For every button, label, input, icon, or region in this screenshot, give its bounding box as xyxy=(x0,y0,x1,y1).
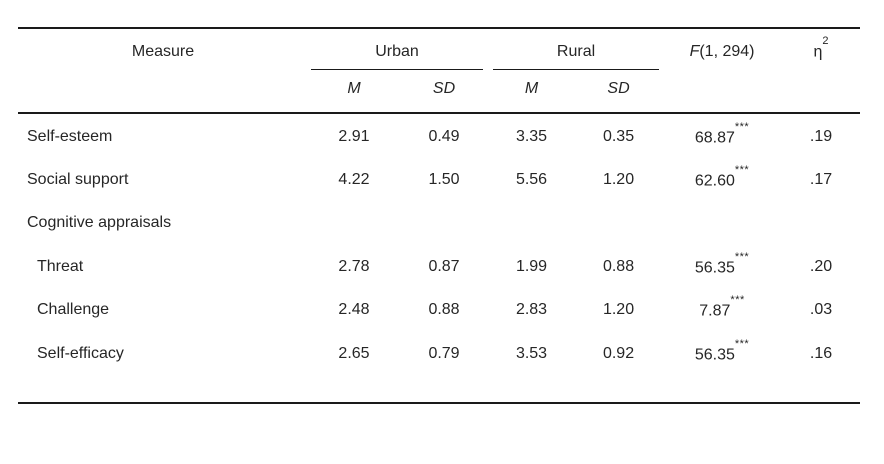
stat-header-row: M SD M SD xyxy=(18,70,861,114)
eta-squared-cell: .16 xyxy=(809,344,833,362)
rural-spanner-rule: Rural xyxy=(493,43,660,70)
urban-mean-cell: 2.78 xyxy=(338,257,370,275)
row-label: Cognitive appraisals xyxy=(27,214,172,232)
eta-squared-cell: .03 xyxy=(809,301,833,319)
table-row: Social support 4.22 1.50 5.56 1.20 62.60… xyxy=(18,157,860,201)
rural-sd-cell: 0.88 xyxy=(602,257,635,275)
header-eta-spacer xyxy=(782,70,861,114)
urban-spanner-rule: Urban xyxy=(311,43,484,70)
f-cell xyxy=(662,200,782,244)
header-rural: Rural xyxy=(488,29,662,70)
rural-mean-cell: 3.35 xyxy=(515,127,548,145)
header-eta-squared: η2 xyxy=(782,29,860,70)
eta-squared-cell: .19 xyxy=(809,127,833,145)
table-row: Challenge 2.48 0.88 2.83 1.20 7.87*** .0… xyxy=(18,287,860,331)
rural-sd-cell: 1.20 xyxy=(602,301,635,319)
header-measure-spacer xyxy=(18,70,308,114)
f-value: 56.35 xyxy=(694,258,735,276)
urban-mean-cell: 4.22 xyxy=(338,170,370,188)
rural-sd-cell: 0.92 xyxy=(602,344,635,362)
urban-sd-cell: 1.50 xyxy=(428,170,460,188)
significance-stars: *** xyxy=(734,163,750,176)
rural-mean-cell: 5.56 xyxy=(515,170,548,188)
results-table-container: Measure Urban Rural F(1, 294) η2 M SD xyxy=(18,27,861,404)
header-urban: Urban xyxy=(308,29,488,70)
rural-sd-cell xyxy=(575,200,662,244)
rural-mean-cell xyxy=(488,200,575,244)
header-f-stat: F(1, 294) xyxy=(662,29,782,70)
header-rural-mean: M xyxy=(488,70,576,114)
rural-mean-cell: 2.83 xyxy=(515,301,548,319)
rural-mean-cell: 1.99 xyxy=(515,257,548,275)
rural-sd-cell: 0.35 xyxy=(602,127,635,145)
eta-symbol: η xyxy=(813,43,823,60)
significance-stars: *** xyxy=(730,294,745,307)
eta-squared-cell: .20 xyxy=(809,257,833,275)
f-cell: 7.87*** xyxy=(662,287,782,331)
f-cell: 56.35*** xyxy=(662,244,782,288)
table-body: Self-esteem 2.91 0.49 3.35 0.35 68.87***… xyxy=(18,113,860,374)
f-value: 68.87 xyxy=(694,128,735,146)
header-measure: Measure xyxy=(131,43,195,60)
table-row: Cognitive appraisals xyxy=(18,200,860,244)
row-label: Challenge xyxy=(37,301,110,319)
urban-mean-cell: 2.65 xyxy=(338,344,370,362)
rural-sd-cell: 1.20 xyxy=(602,170,635,188)
header-urban-sd: SD xyxy=(400,70,489,114)
f-cell: 56.35*** xyxy=(662,331,782,375)
row-label: Self-esteem xyxy=(27,127,113,145)
f-stat-df: (1, 294) xyxy=(699,43,755,60)
header-f-spacer xyxy=(662,70,783,114)
row-label: Self-efficacy xyxy=(37,344,124,362)
table-row: Self-esteem 2.91 0.49 3.35 0.35 68.87***… xyxy=(18,113,860,157)
row-label: Social support xyxy=(27,170,129,188)
header-rural-sd: SD xyxy=(575,70,663,114)
urban-mean-cell: 2.48 xyxy=(338,301,370,319)
f-value: 56.35 xyxy=(694,345,735,363)
eta-squared-cell: .17 xyxy=(809,170,833,188)
urban-mean-cell: 2.91 xyxy=(338,127,370,145)
f-cell: 68.87*** xyxy=(662,113,782,157)
significance-stars: *** xyxy=(734,337,750,350)
f-value: 7.87 xyxy=(699,302,731,320)
f-stat-symbol: F xyxy=(689,43,700,60)
header-rural-label: Rural xyxy=(556,43,596,60)
urban-sd-cell: 0.79 xyxy=(428,344,460,362)
urban-mean-cell xyxy=(308,200,400,244)
urban-sd-cell: 0.88 xyxy=(428,301,460,319)
urban-sd-cell: 0.49 xyxy=(428,127,460,145)
rural-mean-cell: 3.53 xyxy=(515,344,548,362)
f-value: 62.60 xyxy=(694,171,735,189)
group-header-row: Measure Urban Rural F(1, 294) η2 xyxy=(18,29,860,70)
significance-stars: *** xyxy=(734,250,750,263)
table-row: Threat 2.78 0.87 1.99 0.88 56.35*** .20 xyxy=(18,244,860,288)
significance-stars: *** xyxy=(734,120,750,133)
header-urban-mean: M xyxy=(308,70,400,114)
urban-sd-cell: 0.87 xyxy=(428,257,460,275)
urban-sd-cell xyxy=(400,200,488,244)
header-urban-label: Urban xyxy=(375,43,419,60)
results-table: Measure Urban Rural F(1, 294) η2 M SD xyxy=(18,29,861,374)
eta-squared-cell xyxy=(782,200,860,244)
row-label: Threat xyxy=(37,257,84,275)
table-row: Self-efficacy 2.65 0.79 3.53 0.92 56.35*… xyxy=(18,331,860,375)
f-cell: 62.60*** xyxy=(662,157,782,201)
eta-exponent: 2 xyxy=(822,34,829,47)
